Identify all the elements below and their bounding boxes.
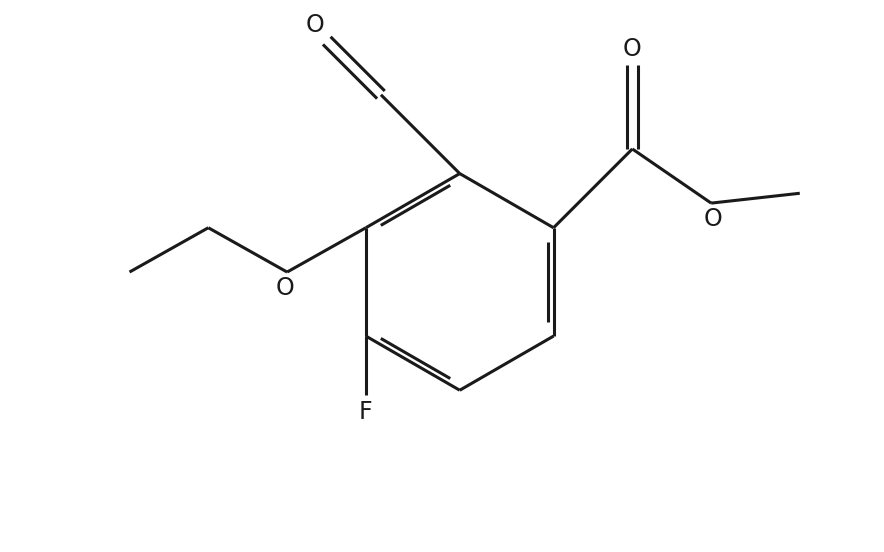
Text: O: O bbox=[276, 276, 294, 300]
Text: O: O bbox=[704, 207, 722, 231]
Text: O: O bbox=[623, 38, 642, 61]
Text: O: O bbox=[306, 13, 324, 37]
Text: F: F bbox=[359, 400, 373, 424]
